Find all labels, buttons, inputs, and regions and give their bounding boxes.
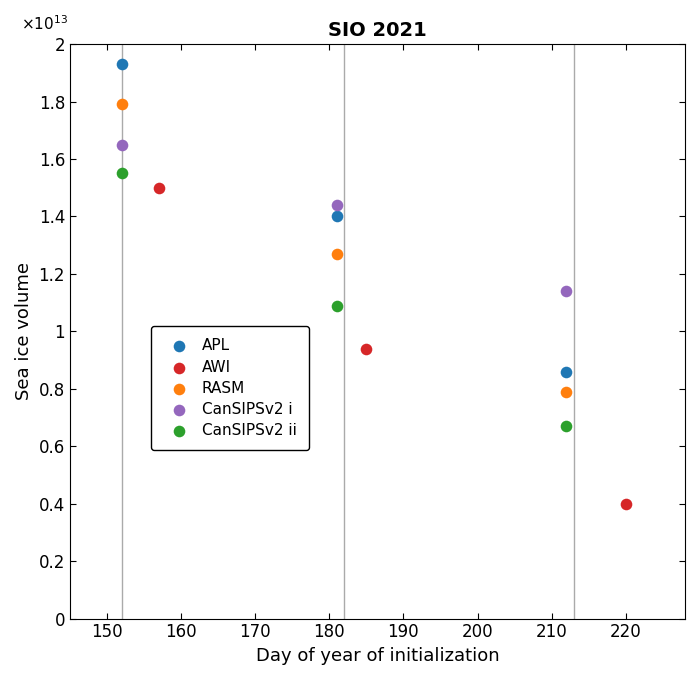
AWI	[620, 498, 631, 509]
CanSIPSv2 ii	[331, 300, 342, 311]
AWI	[360, 343, 372, 354]
Title: SIO 2021: SIO 2021	[328, 21, 427, 40]
Legend: APL, AWI, RASM, CanSIPSv2 i, CanSIPSv2 ii: APL, AWI, RASM, CanSIPSv2 i, CanSIPSv2 i…	[151, 326, 309, 450]
CanSIPSv2 i	[331, 199, 342, 210]
RASM	[116, 99, 127, 110]
CanSIPSv2 i	[561, 286, 572, 296]
AWI	[153, 182, 164, 193]
Text: $\times10^{13}$: $\times10^{13}$	[21, 14, 68, 33]
APL	[331, 211, 342, 222]
RASM	[561, 386, 572, 397]
APL	[116, 59, 127, 70]
CanSIPSv2 ii	[116, 168, 127, 179]
CanSIPSv2 ii	[561, 421, 572, 432]
RASM	[331, 248, 342, 259]
Y-axis label: Sea ice volume: Sea ice volume	[15, 262, 33, 401]
APL	[561, 366, 572, 377]
CanSIPSv2 i	[116, 139, 127, 150]
X-axis label: Day of year of initialization: Day of year of initialization	[256, 647, 499, 665]
